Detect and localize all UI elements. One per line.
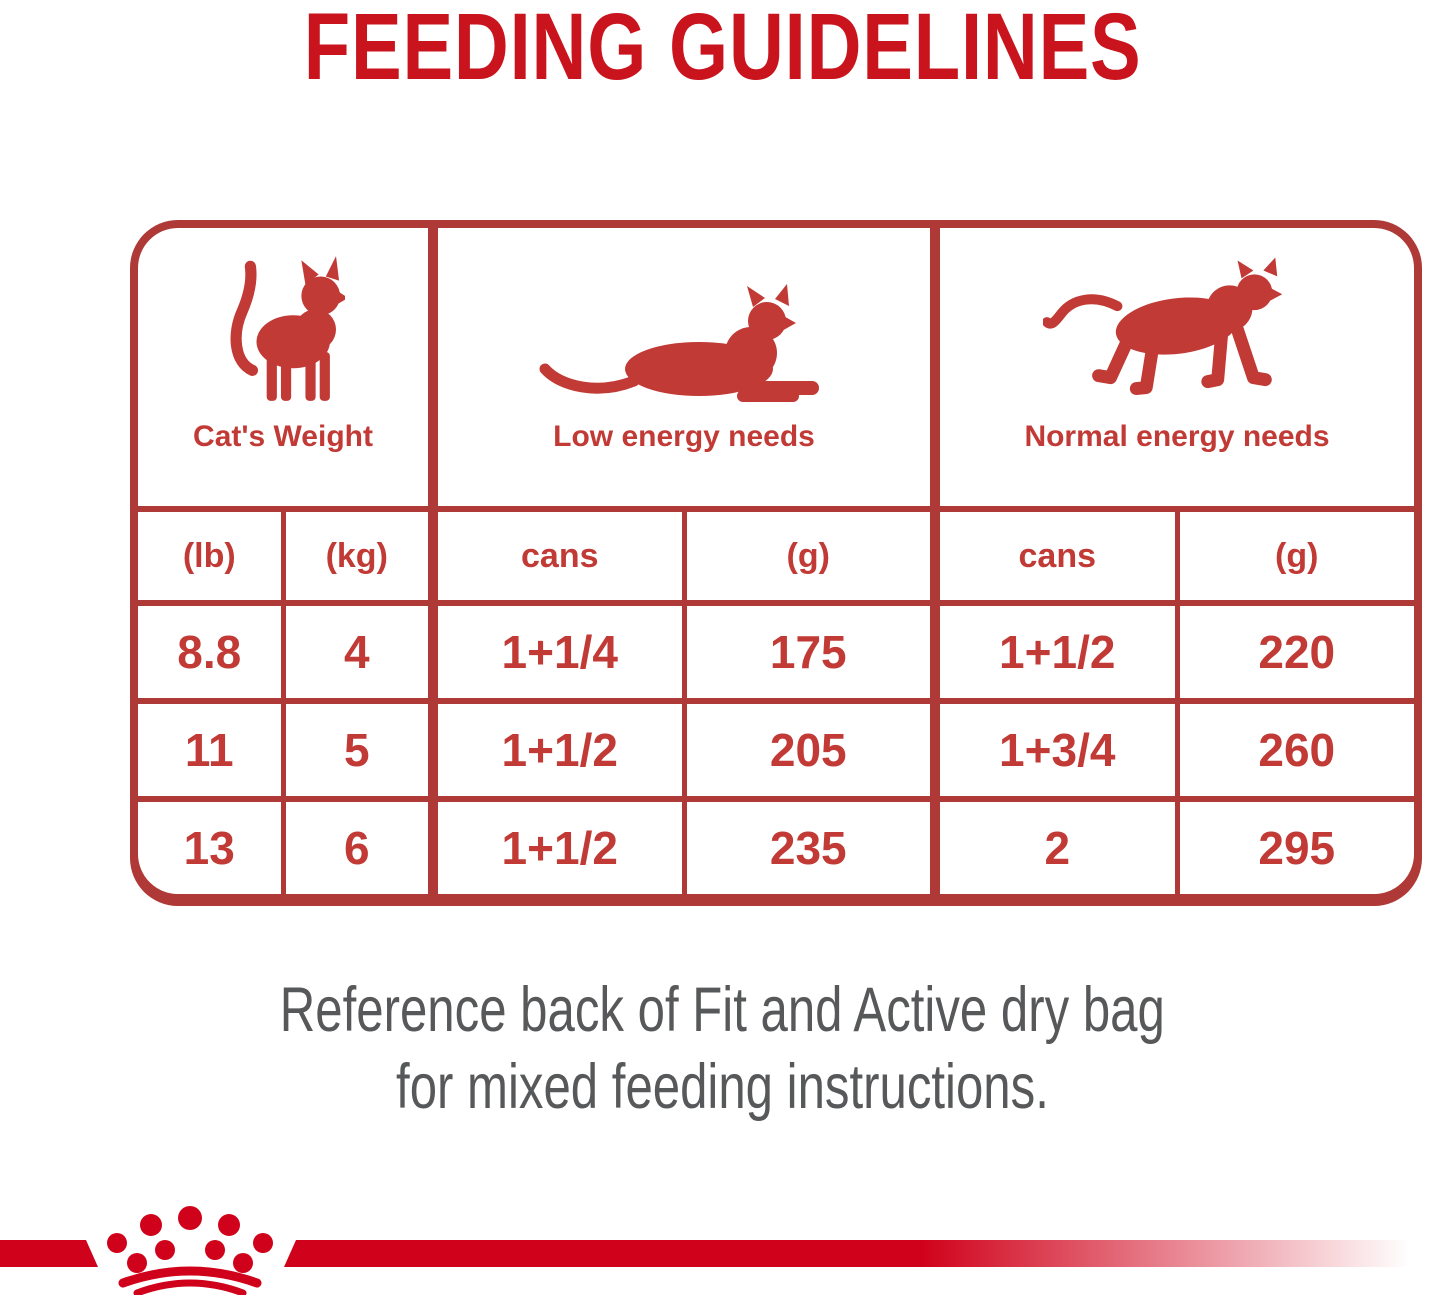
table-cell: 2 xyxy=(940,802,1175,894)
table-cell: 260 xyxy=(1179,704,1414,796)
table-cell: 205 xyxy=(686,704,930,796)
table-cell: 1+1/2 xyxy=(438,704,682,796)
page-title: FEEDING GUIDELINES xyxy=(0,0,1445,95)
table-cell: 235 xyxy=(686,802,930,894)
section-low-energy: Low energy needs cans (g) 1+1/4 175 1+1/… xyxy=(438,228,930,898)
table-cell: 6 xyxy=(285,802,428,894)
column-header-kg: (kg) xyxy=(285,512,428,600)
column-header-lb: (lb) xyxy=(138,512,281,600)
royal-canin-crown-icon xyxy=(107,1206,273,1295)
brand-band-left xyxy=(0,1240,98,1267)
feeding-table: Cat's Weight (lb) (kg) 8.8 4 11 5 13 6 xyxy=(130,220,1422,906)
table-cell: 5 xyxy=(285,704,428,796)
table-cell: 220 xyxy=(1179,606,1414,698)
note-line-2: for mixed feeding instructions. xyxy=(396,1052,1049,1122)
walking-cat-icon xyxy=(1043,257,1283,396)
table-cell: 1+1/2 xyxy=(438,802,682,894)
table-cell: 13 xyxy=(138,802,281,894)
normal-energy-header-cell: Normal energy needs xyxy=(940,228,1414,506)
section-label: Normal energy needs xyxy=(1024,420,1330,453)
brand-band-right xyxy=(284,1240,1445,1267)
table-cell: 8.8 xyxy=(138,606,281,698)
cats-weight-header-cell: Cat's Weight xyxy=(138,228,428,506)
column-header-cans: cans xyxy=(940,512,1175,600)
table-cell: 295 xyxy=(1179,802,1414,894)
table-cell: 4 xyxy=(285,606,428,698)
table-cell: 11 xyxy=(138,704,281,796)
table-cell: 1+3/4 xyxy=(940,704,1175,796)
section-cats-weight: Cat's Weight (lb) (kg) 8.8 4 11 5 13 6 xyxy=(138,228,428,898)
column-header-cans: cans xyxy=(438,512,682,600)
section-normal-energy: Normal energy needs cans (g) 1+1/2 220 1… xyxy=(940,228,1414,898)
table-cell: 1+1/2 xyxy=(940,606,1175,698)
lying-cat-icon xyxy=(539,284,819,402)
mixed-feeding-note: Reference back of Fit and Active dry bag… xyxy=(0,972,1445,1126)
column-header-g: (g) xyxy=(686,512,930,600)
section-label: Cat's Weight xyxy=(193,420,373,453)
page-title-text: FEEDING GUIDELINES xyxy=(303,0,1142,100)
column-header-g: (g) xyxy=(1179,512,1414,600)
table-cell: 175 xyxy=(686,606,930,698)
section-label: Low energy needs xyxy=(553,420,815,453)
table-cell: 1+1/4 xyxy=(438,606,682,698)
note-line-1: Reference back of Fit and Active dry bag xyxy=(279,975,1166,1045)
low-energy-header-cell: Low energy needs xyxy=(438,228,930,506)
standing-cat-icon xyxy=(230,256,345,401)
